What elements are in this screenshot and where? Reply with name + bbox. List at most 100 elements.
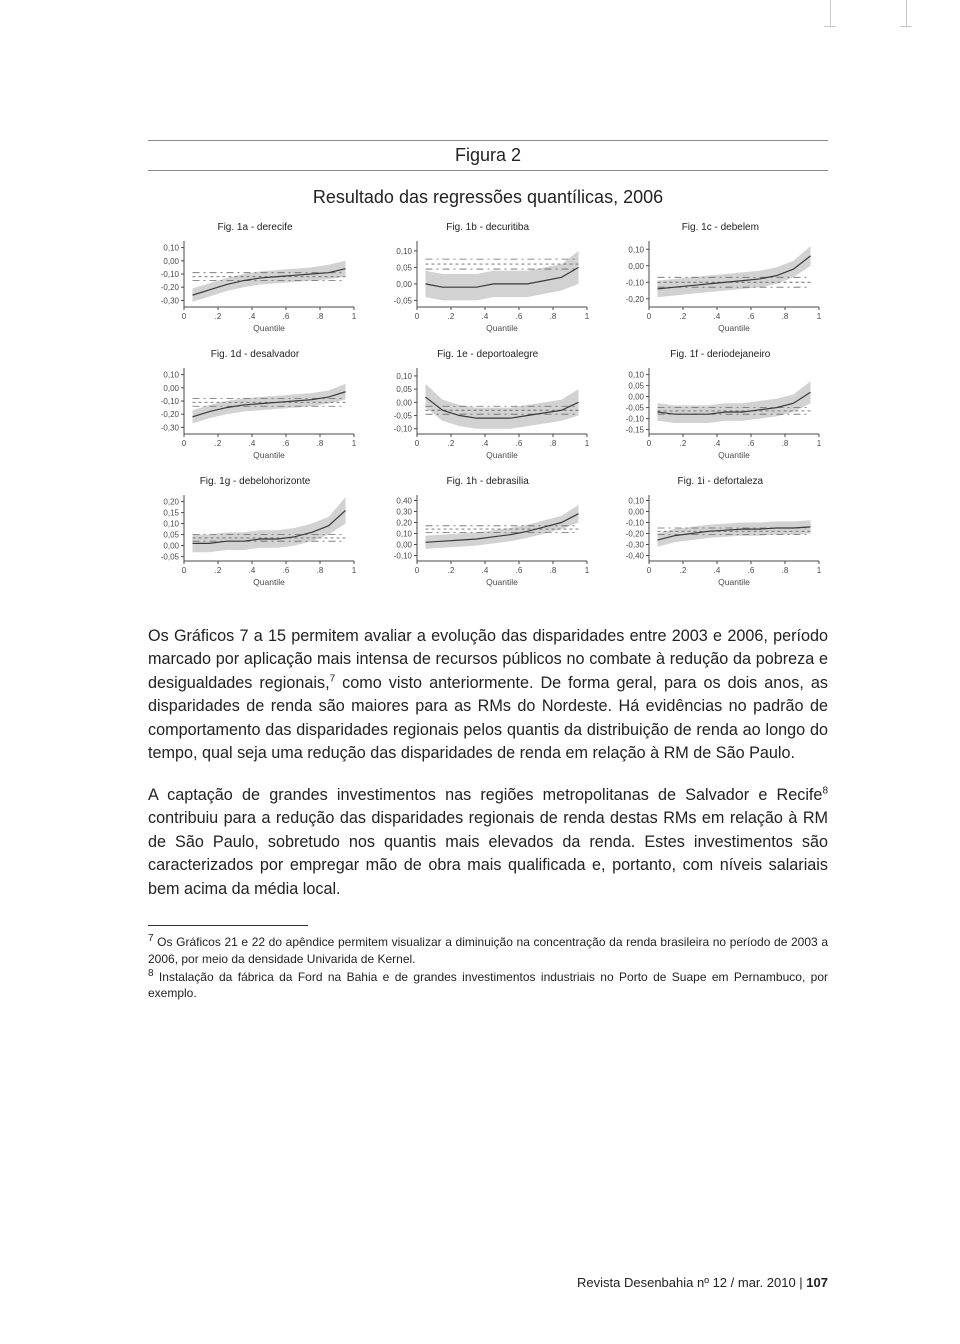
svg-text:0: 0: [182, 312, 187, 321]
svg-text:0,00: 0,00: [629, 393, 645, 402]
svg-text:0: 0: [414, 566, 419, 575]
svg-text:-0,10: -0,10: [626, 278, 645, 287]
svg-text:-0,20: -0,20: [161, 283, 180, 292]
svg-text:0,05: 0,05: [396, 385, 412, 394]
chart-panel: Fig. 1f - deriodejaneiro0,100,050,00-0,0…: [613, 349, 827, 460]
svg-text:-0,10: -0,10: [393, 425, 412, 434]
svg-text:.4: .4: [249, 439, 256, 448]
svg-text:.4: .4: [714, 312, 721, 321]
svg-text:1: 1: [352, 312, 357, 321]
svg-text:1: 1: [352, 439, 357, 448]
svg-text:.6: .6: [515, 439, 522, 448]
svg-text:.8: .8: [317, 566, 324, 575]
svg-text:-0,05: -0,05: [393, 296, 412, 305]
svg-text:.6: .6: [515, 312, 522, 321]
svg-text:0: 0: [647, 312, 652, 321]
svg-text:0,10: 0,10: [163, 520, 179, 529]
svg-text:0,10: 0,10: [629, 497, 645, 506]
svg-text:-0,10: -0,10: [393, 552, 412, 561]
svg-text:.8: .8: [782, 312, 789, 321]
panel-svg: 0,100,00-0,10-0,200.2.4.6.81Quantile: [613, 235, 827, 333]
svg-text:-0,10: -0,10: [161, 270, 180, 279]
svg-text:.8: .8: [317, 312, 324, 321]
footnote-rule: [148, 925, 308, 926]
svg-text:0,00: 0,00: [163, 257, 179, 266]
svg-text:.2: .2: [215, 566, 222, 575]
panel-svg: 0,100,050,00-0,05-0,100.2.4.6.81Quantile: [381, 362, 595, 460]
svg-text:.2: .2: [680, 312, 687, 321]
svg-text:-0,10: -0,10: [161, 397, 180, 406]
svg-text:1: 1: [584, 566, 589, 575]
svg-text:-0,40: -0,40: [626, 552, 645, 561]
svg-text:Quantile: Quantile: [253, 450, 285, 460]
svg-text:0,15: 0,15: [163, 509, 179, 518]
svg-text:Quantile: Quantile: [253, 323, 285, 333]
svg-text:0,10: 0,10: [629, 245, 645, 254]
svg-text:-0,10: -0,10: [626, 519, 645, 528]
svg-text:.4: .4: [481, 439, 488, 448]
panel-title: Fig. 1d - desalvador: [148, 349, 362, 360]
chart-panel: Fig. 1h - debrasilia0,400,300,200,100,00…: [381, 476, 595, 587]
svg-text:.2: .2: [447, 439, 454, 448]
svg-text:1: 1: [817, 439, 822, 448]
svg-text:.2: .2: [447, 312, 454, 321]
svg-text:-0,20: -0,20: [626, 295, 645, 304]
panel-svg: 0,100,050,00-0,050.2.4.6.81Quantile: [381, 235, 595, 333]
svg-text:.6: .6: [748, 312, 755, 321]
panel-svg: 0,200,150,100,050,00-0,050.2.4.6.81Quant…: [148, 489, 362, 587]
chart-panel: Fig. 1i - defortaleza0,100,00-0,10-0,20-…: [613, 476, 827, 587]
svg-text:0,00: 0,00: [163, 542, 179, 551]
svg-text:.2: .2: [215, 439, 222, 448]
svg-text:0,00: 0,00: [396, 280, 412, 289]
chart-grid: Fig. 1a - derecife0,100,00-0,10-0,20-0,3…: [148, 222, 828, 587]
svg-text:.2: .2: [215, 312, 222, 321]
chart-panel: Fig. 1d - desalvador0,100,00-0,10-0,20-0…: [148, 349, 362, 460]
svg-text:0,05: 0,05: [396, 263, 412, 272]
crop-marks: [0, 0, 960, 32]
svg-text:0,20: 0,20: [163, 498, 179, 507]
svg-text:0,10: 0,10: [629, 371, 645, 380]
svg-text:.4: .4: [481, 312, 488, 321]
panel-svg: 0,400,300,200,100,00-0,100.2.4.6.81Quant…: [381, 489, 595, 587]
svg-text:.6: .6: [283, 312, 290, 321]
svg-text:.6: .6: [515, 566, 522, 575]
body-text: Os Gráficos 7 a 15 permitem avaliar a ev…: [148, 625, 828, 901]
svg-text:Quantile: Quantile: [253, 577, 285, 587]
svg-text:1: 1: [352, 566, 357, 575]
panel-svg: 0,100,00-0,10-0,20-0,30-0,400.2.4.6.81Qu…: [613, 489, 827, 587]
svg-text:Quantile: Quantile: [486, 323, 518, 333]
svg-text:-0,20: -0,20: [161, 410, 180, 419]
svg-text:1: 1: [584, 439, 589, 448]
svg-text:.4: .4: [249, 566, 256, 575]
svg-text:0,10: 0,10: [396, 530, 412, 539]
svg-text:Quantile: Quantile: [718, 577, 750, 587]
figure-subtitle: Resultado das regressões quantílicas, 20…: [148, 171, 828, 222]
svg-text:0,10: 0,10: [396, 372, 412, 381]
footnotes: 7 Os Gráficos 21 e 22 do apêndice permit…: [148, 934, 828, 1001]
svg-text:.6: .6: [283, 566, 290, 575]
svg-text:.8: .8: [549, 312, 556, 321]
svg-text:1: 1: [817, 312, 822, 321]
paragraph-2: A captação de grandes investimentos nas …: [148, 784, 828, 901]
svg-text:0,00: 0,00: [629, 262, 645, 271]
svg-text:.6: .6: [748, 566, 755, 575]
content: Figura 2 Resultado das regressões quantí…: [148, 140, 828, 1003]
chart-panel: Fig. 1g - debelohorizonte0,200,150,100,0…: [148, 476, 362, 587]
panel-title: Fig. 1a - derecife: [148, 222, 362, 233]
svg-text:0,10: 0,10: [163, 244, 179, 253]
footnote-8: 8 Instalação da fábrica da Ford na Bahia…: [148, 969, 828, 1001]
svg-text:0: 0: [182, 566, 187, 575]
svg-text:Quantile: Quantile: [486, 450, 518, 460]
svg-text:0,00: 0,00: [396, 398, 412, 407]
svg-text:-0,20: -0,20: [626, 530, 645, 539]
svg-text:.4: .4: [481, 566, 488, 575]
svg-text:Quantile: Quantile: [486, 577, 518, 587]
svg-text:.6: .6: [748, 439, 755, 448]
svg-text:.2: .2: [447, 566, 454, 575]
svg-text:.2: .2: [680, 439, 687, 448]
svg-text:0,10: 0,10: [163, 371, 179, 380]
panel-title: Fig. 1e - deportoalegre: [381, 349, 595, 360]
svg-text:1: 1: [817, 566, 822, 575]
svg-text:.8: .8: [782, 439, 789, 448]
svg-text:0,00: 0,00: [163, 384, 179, 393]
